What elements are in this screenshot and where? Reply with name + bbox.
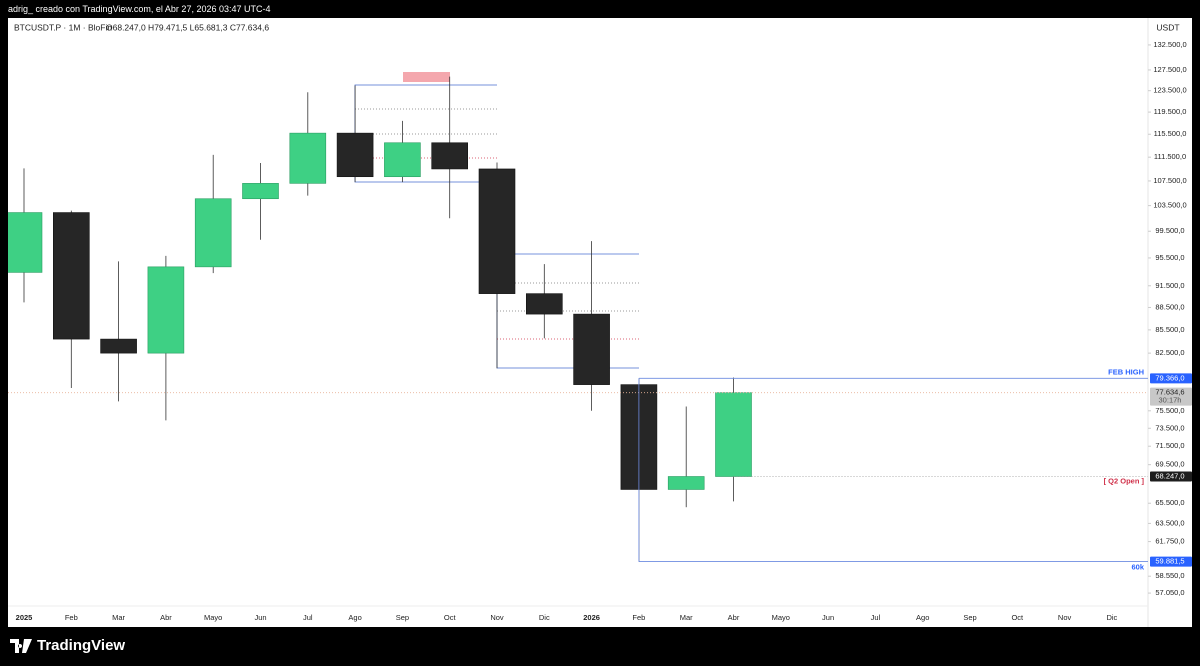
symbol: BTCUSDT.P · 1M · BloFin	[14, 22, 112, 32]
price-label: 68.247,0	[1155, 471, 1184, 480]
price-label-box	[1150, 471, 1192, 482]
x-tick-label: Nov	[490, 613, 504, 622]
y-tick-label: 73.500,0	[1155, 423, 1184, 432]
x-tick-label: Ago	[348, 613, 361, 622]
y-tick-label: 95.500,0	[1155, 253, 1184, 262]
currency: USDT	[1156, 22, 1179, 32]
x-tick-label: Feb	[65, 613, 78, 622]
y-tick-label: 82.500,0	[1155, 348, 1184, 357]
price-label-box	[1150, 556, 1192, 567]
y-tick-label: 111.500,0	[1154, 152, 1186, 161]
y-tick-label: 71.500,0	[1155, 441, 1184, 450]
y-tick-label: 75.500,0	[1155, 406, 1184, 415]
x-tick-label: Oct	[444, 613, 457, 622]
y-tick-label: 127.500,0	[1153, 65, 1186, 74]
candle-body	[715, 392, 752, 477]
y-tick-label: 63.500,0	[1155, 518, 1184, 527]
y-tick-label: 99.500,0	[1155, 226, 1184, 235]
x-tick-label: Sep	[963, 613, 976, 622]
level-text: 60k	[1131, 563, 1144, 572]
candle-body	[667, 476, 705, 490]
y-tick-label: 103.500,0	[1153, 201, 1186, 210]
x-tick-label: Mar	[680, 613, 693, 622]
ohlc: O68.247,0 H79.471,5 L65.681,3 C77.634,6	[106, 22, 269, 32]
y-tick-label: 88.500,0	[1155, 302, 1184, 311]
candle-body	[100, 338, 137, 354]
x-tick-label: Jun	[822, 613, 834, 622]
logo	[10, 638, 32, 653]
y-tick-label: 123.500,0	[1153, 86, 1186, 95]
candle-body	[431, 142, 469, 170]
price-label: 59.881,5	[1155, 557, 1184, 566]
candle-body	[384, 142, 421, 178]
y-tick-label: 69.500,0	[1155, 460, 1184, 469]
x-tick-label: 2026	[583, 613, 600, 622]
highlight	[403, 72, 450, 82]
x-tick-label: Abr	[728, 613, 740, 622]
candle-body	[573, 313, 610, 385]
candle-body	[8, 212, 43, 273]
candle-body	[147, 266, 185, 354]
y-tick-label: 119.500,0	[1154, 107, 1187, 116]
price-label: 77.634,6	[1155, 388, 1184, 397]
countdown: 30:17h	[1159, 396, 1182, 405]
x-tick-label: Nov	[1058, 613, 1072, 622]
y-tick-label: 91.500,0	[1155, 281, 1184, 290]
brand: TradingView	[10, 637, 125, 654]
x-tick-label: Abr	[160, 613, 172, 622]
x-tick-label: Mar	[112, 613, 125, 622]
price-label-box	[1150, 387, 1192, 406]
price-label-box	[1150, 373, 1192, 384]
candle-body	[52, 212, 90, 340]
level-text: [ Q2 Open ]	[1104, 476, 1145, 485]
candle-body	[478, 168, 516, 294]
y-tick-label: 58.550,0	[1155, 571, 1184, 580]
y-tick-label: 132.500,0	[1153, 40, 1186, 49]
x-tick-label: Mayo	[772, 613, 790, 622]
x-tick-label: Mayo	[204, 613, 222, 622]
x-tick-label: Jul	[871, 613, 881, 622]
candle-body	[194, 198, 232, 268]
x-tick-label: Ago	[916, 613, 929, 622]
x-tick-label: Jun	[254, 613, 266, 622]
candle-body	[242, 183, 279, 200]
chart: BTCUSDT.P · 1M · BloFin O68.247,0 H79.47…	[8, 18, 1192, 627]
level-text: FEB HIGH	[1108, 367, 1144, 376]
y-tick-label: 85.500,0	[1155, 325, 1184, 334]
x-tick-label: Oct	[1011, 613, 1024, 622]
candle-body	[525, 293, 563, 315]
x-tick-label: Feb	[632, 613, 645, 622]
candle-body	[289, 132, 327, 184]
x-tick-label: Jul	[303, 613, 313, 622]
y-tick-label: 115.500,0	[1154, 129, 1187, 138]
y-tick-label: 65.500,0	[1155, 498, 1184, 507]
x-tick-label: Dic	[539, 613, 550, 622]
candle-body	[336, 132, 374, 178]
y-tick-label: 61.750,0	[1155, 537, 1184, 546]
brand-name: TradingView	[37, 637, 126, 654]
y-tick-label: 57.050,0	[1155, 588, 1184, 597]
x-tick-label: Sep	[396, 613, 409, 622]
y-tick-label: 107.500,0	[1153, 176, 1186, 185]
x-tick-label: 2025	[16, 613, 33, 622]
caption: adrig_ creado con TradingView.com, el Ab…	[8, 4, 271, 14]
price-label: 79.366,0	[1155, 373, 1184, 382]
x-tick-label: Dic	[1106, 613, 1117, 622]
